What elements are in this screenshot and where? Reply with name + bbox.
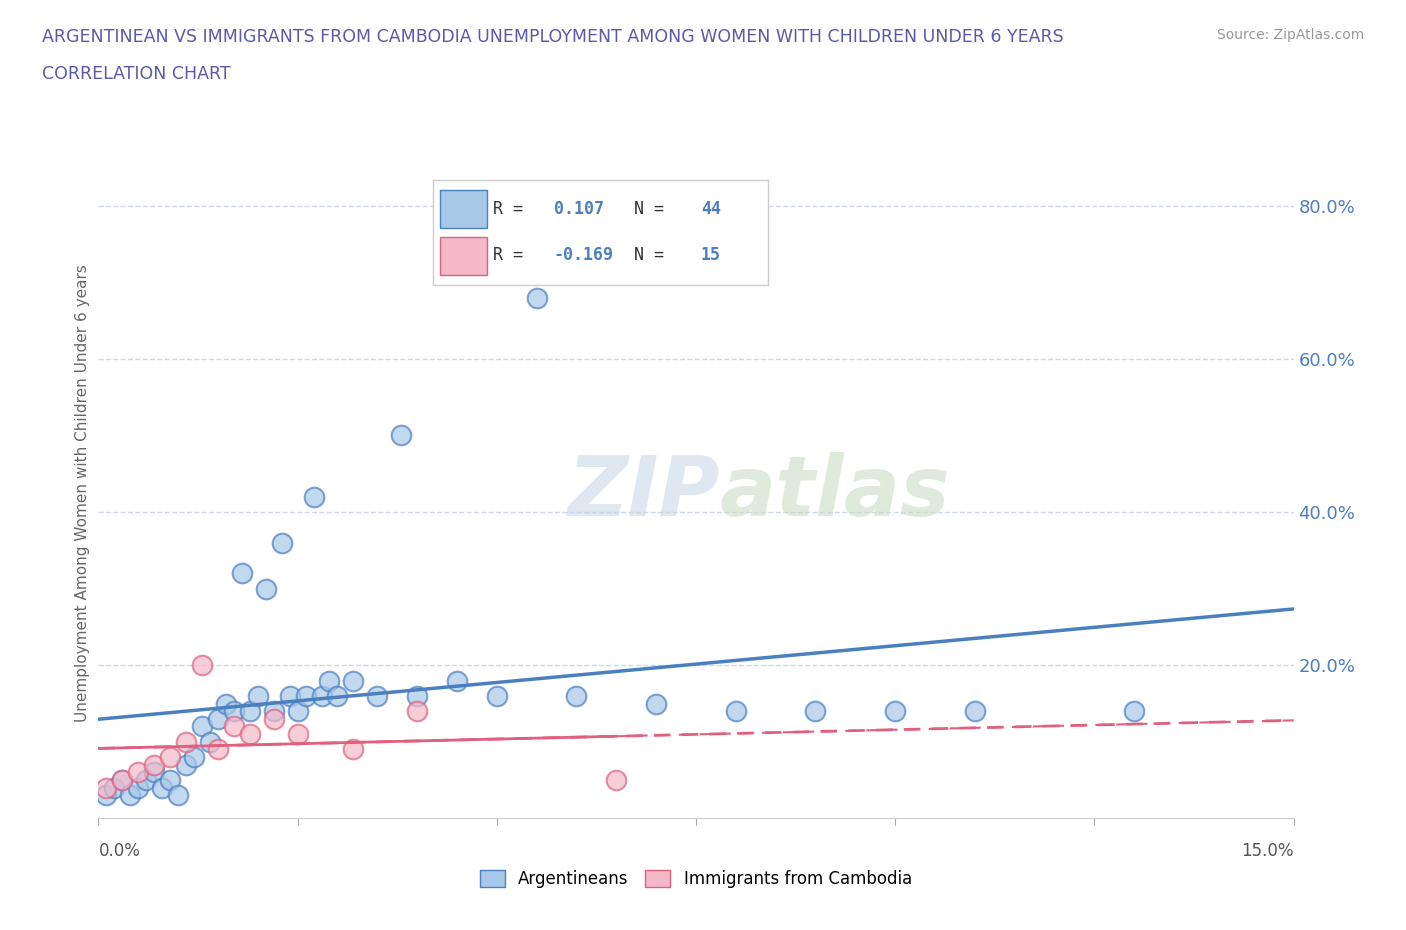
Point <box>143 757 166 772</box>
Point <box>366 688 388 703</box>
Point <box>526 290 548 305</box>
Text: 0.0%: 0.0% <box>98 842 141 859</box>
Point <box>605 773 627 788</box>
Point <box>326 688 349 703</box>
Point <box>804 704 827 719</box>
Point <box>318 673 340 688</box>
Point <box>302 489 325 504</box>
Point <box>174 735 197 750</box>
Point <box>270 536 292 551</box>
Point <box>174 757 197 772</box>
Point <box>191 719 214 734</box>
Point <box>724 704 747 719</box>
Point <box>263 711 285 726</box>
Point <box>167 788 190 803</box>
Point <box>1123 704 1146 719</box>
Point <box>565 688 588 703</box>
Point <box>222 704 245 719</box>
Point <box>246 688 269 703</box>
Point <box>294 688 316 703</box>
Point <box>96 780 118 795</box>
Point <box>342 673 364 688</box>
Point <box>159 773 181 788</box>
Text: Source: ZipAtlas.com: Source: ZipAtlas.com <box>1216 28 1364 42</box>
Point <box>406 688 429 703</box>
Point <box>103 780 125 795</box>
Point <box>127 765 149 780</box>
Legend: Argentineans, Immigrants from Cambodia: Argentineans, Immigrants from Cambodia <box>474 863 918 895</box>
Point <box>191 658 214 672</box>
Point <box>963 704 986 719</box>
Point <box>120 788 142 803</box>
Point <box>135 773 157 788</box>
Text: atlas: atlas <box>720 452 950 534</box>
Point <box>159 750 181 764</box>
Point <box>263 704 285 719</box>
Point <box>127 780 149 795</box>
Point <box>150 780 173 795</box>
Point <box>198 735 221 750</box>
Point <box>389 428 412 443</box>
Point <box>406 704 429 719</box>
Point <box>207 742 229 757</box>
Text: CORRELATION CHART: CORRELATION CHART <box>42 65 231 83</box>
Point <box>96 788 118 803</box>
Point <box>884 704 907 719</box>
Point <box>311 688 333 703</box>
Point <box>485 688 508 703</box>
Point <box>231 565 253 580</box>
Point <box>215 696 238 711</box>
Point <box>239 726 262 741</box>
Point <box>254 581 277 596</box>
Point <box>222 719 245 734</box>
Point <box>207 711 229 726</box>
Point <box>239 704 262 719</box>
Point <box>342 742 364 757</box>
Point <box>645 696 668 711</box>
Point <box>287 704 309 719</box>
Text: ZIP: ZIP <box>567 452 720 534</box>
Point <box>446 673 468 688</box>
Point <box>111 773 134 788</box>
Y-axis label: Unemployment Among Women with Children Under 6 years: Unemployment Among Women with Children U… <box>75 264 90 722</box>
Point <box>278 688 301 703</box>
Text: ARGENTINEAN VS IMMIGRANTS FROM CAMBODIA UNEMPLOYMENT AMONG WOMEN WITH CHILDREN U: ARGENTINEAN VS IMMIGRANTS FROM CAMBODIA … <box>42 28 1064 46</box>
Point <box>143 765 166 780</box>
Point <box>111 773 134 788</box>
Point <box>183 750 205 764</box>
Point <box>287 726 309 741</box>
Text: 15.0%: 15.0% <box>1241 842 1294 859</box>
